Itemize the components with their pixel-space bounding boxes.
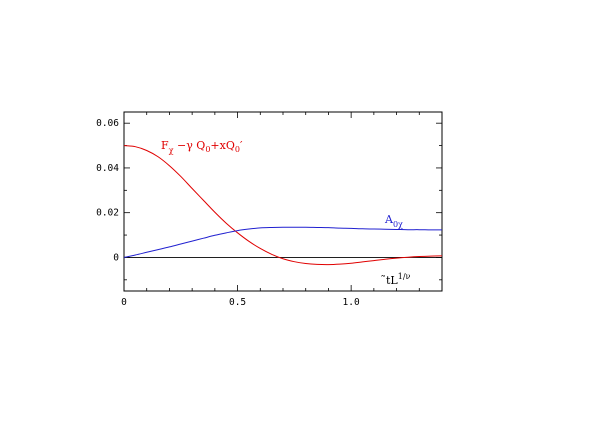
x-variable-label: ̃tL1/ν <box>381 272 411 287</box>
y-axis-ticks: 0 0.02 0.04 0.06 <box>96 118 442 281</box>
plot-border <box>123 111 443 292</box>
x-tick-label: 0 <box>121 297 127 308</box>
y-tick-label: 0.06 <box>96 118 119 129</box>
x-tick-label: 0.5 <box>229 297 246 308</box>
x-tick-label: 1.0 <box>343 297 360 308</box>
series-line-a-0chi <box>123 226 443 258</box>
series-label-a-0chi: A0χ <box>384 213 403 229</box>
y-tick-label: 0.02 <box>96 208 119 219</box>
y-tick-label: 0.04 <box>96 163 119 174</box>
series-label-f-chi: Fχ −γ Q0+xQ0′ <box>161 139 243 155</box>
y-tick-label: 0 <box>113 252 119 263</box>
plot-frame <box>123 111 443 292</box>
series-lines <box>123 145 443 266</box>
series-line-f-chi <box>123 145 443 266</box>
x-axis-ticks: 0 0.5 1.0 <box>121 112 443 308</box>
